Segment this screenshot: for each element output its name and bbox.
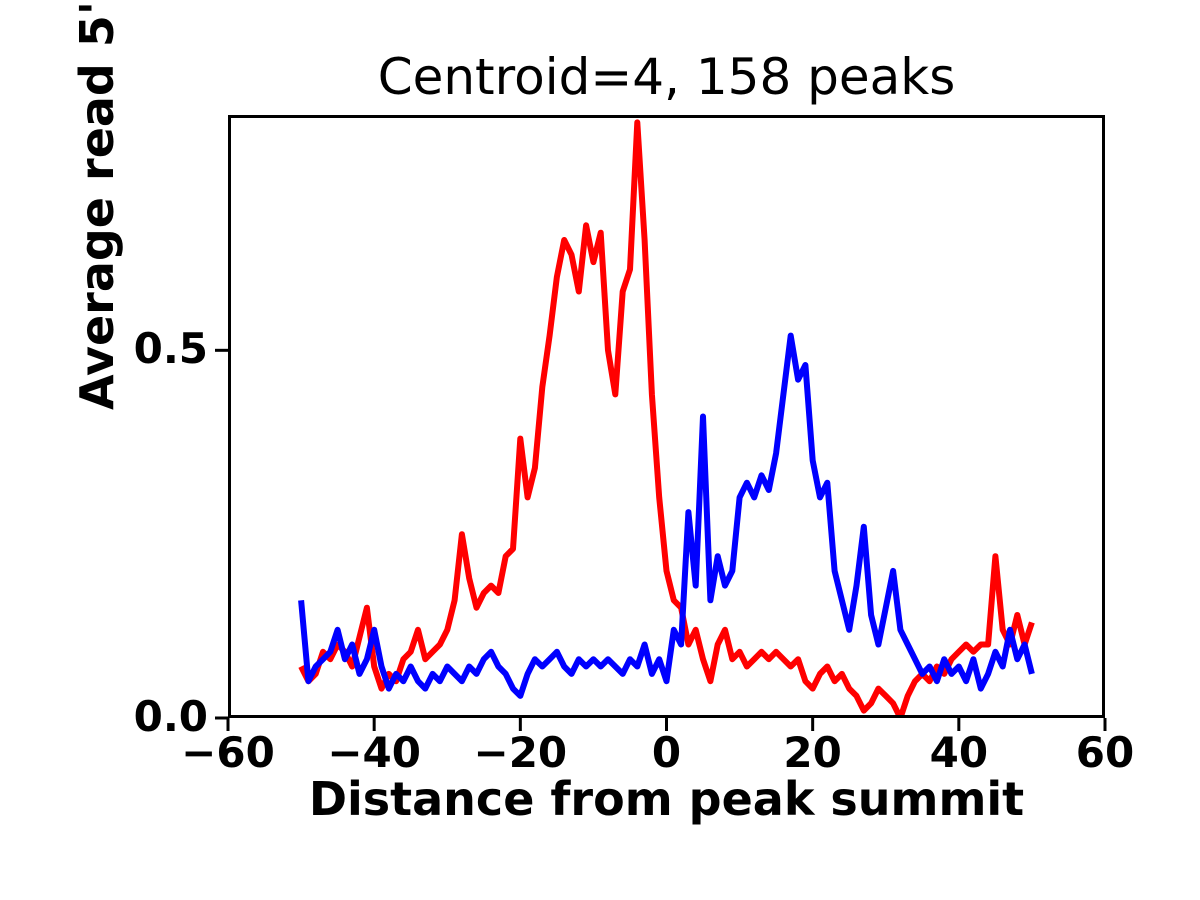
x-tick-label: 60	[1075, 728, 1135, 777]
axes-frame	[228, 115, 1105, 718]
x-tick-label: 0	[651, 728, 682, 777]
x-tick-label: −60	[181, 728, 275, 777]
x-axis-label: Distance from peak summit	[308, 772, 1025, 826]
x-tick-label: −20	[473, 728, 568, 777]
x-tick-label: −40	[327, 728, 421, 777]
plot-area	[215, 115, 1107, 731]
chart-title: Centroid=4, 158 peaks	[377, 48, 956, 106]
x-tick-label: 20	[783, 728, 842, 777]
y-tick-label: 0.0	[133, 692, 208, 741]
red-series-line	[298, 119, 1035, 718]
x-tick-label: 40	[929, 728, 989, 777]
blue-series-line	[298, 332, 1035, 699]
y-tick-label: 0.5	[133, 324, 208, 374]
